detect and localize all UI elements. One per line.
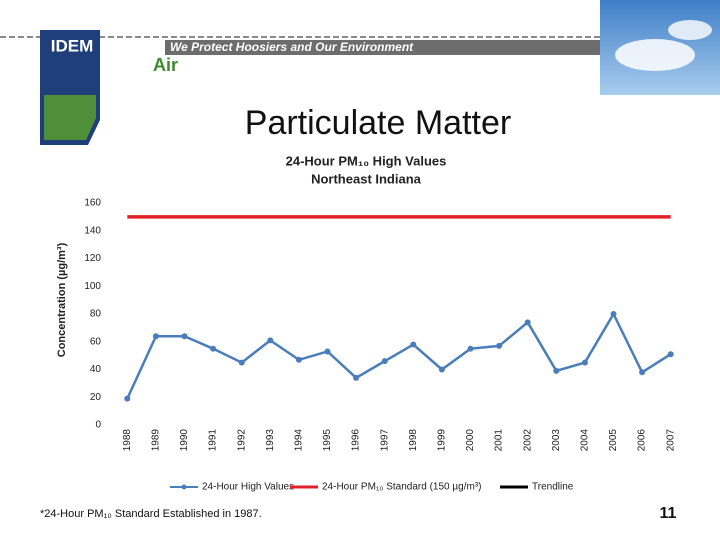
data-point [353, 374, 360, 381]
slogan: We Protect Hoosiers and Our Environment [170, 40, 414, 54]
x-tick-label: 1996 [351, 429, 362, 452]
series-line [126, 311, 672, 400]
data-point [639, 369, 646, 376]
x-tick-label: 2003 [551, 429, 562, 452]
y-tick-label: 100 [84, 281, 101, 292]
x-tick-label: 2006 [637, 429, 648, 452]
data-point [410, 341, 417, 348]
x-tick-label: 1992 [236, 429, 247, 452]
chart-title: 24-Hour PM₁₀ High Values [286, 153, 447, 168]
data-point [467, 345, 474, 352]
data-point [496, 342, 503, 349]
data-point [324, 348, 331, 355]
x-tick-label: 1991 [208, 429, 219, 452]
x-tick-label: 2007 [665, 429, 676, 452]
logo-box [45, 38, 100, 56]
x-tick-label: 1997 [379, 429, 390, 452]
data-point [610, 311, 617, 317]
data-point [181, 333, 188, 340]
data-point [238, 359, 245, 366]
x-tick-label: 1999 [437, 429, 448, 452]
data-point [267, 337, 274, 344]
legend-label: 24-Hour PM₁₀ Standard (150 µg/m³) [322, 482, 481, 493]
section-label: Air [153, 55, 178, 75]
cloud [615, 39, 695, 71]
y-tick-label: 0 [95, 420, 101, 431]
x-tick-label: 1993 [265, 429, 276, 452]
legend-label: Trendline [532, 482, 574, 493]
y-axis-label: Concentration (µg/m³) [56, 242, 68, 357]
x-tick-label: 1989 [151, 429, 162, 452]
x-tick-label: 1990 [179, 429, 190, 452]
x-tick-label: 2000 [465, 429, 476, 452]
legend-marker [181, 484, 187, 490]
y-tick-label: 40 [90, 364, 102, 375]
x-tick-label: 1995 [322, 429, 333, 452]
data-point [553, 367, 560, 374]
y-tick-label: 60 [90, 336, 102, 347]
y-tick-label: 120 [84, 253, 101, 264]
x-tick-label: 1994 [294, 429, 305, 452]
slogan-band [165, 40, 625, 55]
data-point [152, 333, 159, 340]
footnote: *24-Hour PM₁₀ Standard Established in 19… [40, 508, 262, 520]
data-point [438, 366, 445, 373]
y-tick-label: 80 [90, 309, 102, 320]
data-point [381, 358, 388, 365]
logo-text: IDEM [51, 36, 94, 55]
x-tick-label: 2005 [608, 429, 619, 452]
x-tick-label: 2004 [580, 429, 591, 452]
y-tick-label: 20 [90, 392, 102, 403]
chart: 0 20 40 60 80 100 120 140 160 1988 1989 1990 1991 199… [84, 198, 676, 493]
cloud [668, 20, 712, 40]
y-tick-label: 160 [84, 198, 101, 209]
data-point [210, 345, 217, 352]
x-tick-label: 1998 [408, 429, 419, 452]
x-tick-label: 1988 [122, 429, 133, 452]
slide-title: Particulate Matter [245, 104, 511, 142]
data-point [524, 319, 531, 326]
legend-label: 24-Hour High Values [202, 482, 294, 493]
data-point [667, 351, 674, 358]
x-tick-label: 2001 [494, 429, 505, 452]
data-point [581, 359, 588, 366]
logo-fields [44, 95, 96, 140]
chart-subtitle: Northeast Indiana [311, 171, 422, 186]
data-point [295, 356, 302, 363]
data-point [124, 395, 131, 402]
page-number: 11 [660, 505, 677, 522]
y-tick-label: 140 [84, 225, 101, 236]
x-tick-label: 2002 [522, 429, 533, 452]
